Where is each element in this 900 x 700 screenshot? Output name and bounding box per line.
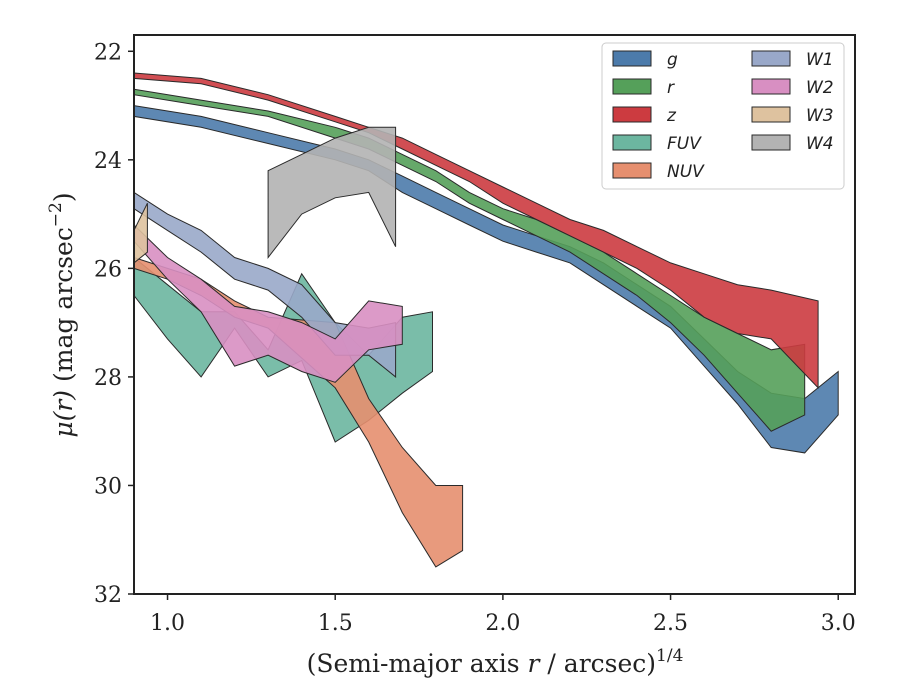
series-band-r xyxy=(133,88,806,432)
legend-swatch-nuv xyxy=(612,162,652,179)
y-tick-label: 32 xyxy=(94,583,122,608)
series-layer xyxy=(133,72,839,568)
y-axis-title: μ(r) (mag arcsec−2) xyxy=(46,192,78,437)
legend-swatch-fuv xyxy=(612,134,652,151)
axes-layer: 1.0 1.5 2.0 2.5 3.0 22 24 26 28 30 32 xyxy=(94,34,856,636)
legend-label-w2: W2 xyxy=(806,78,834,98)
legend-label-nuv: NUV xyxy=(667,162,705,182)
legend-swatch-w4 xyxy=(751,134,791,151)
legend-swatch-g xyxy=(612,50,652,67)
x-axis-title: (Semi-major axis r / arcsec)1/4 xyxy=(307,646,684,678)
y-tick-label: 22 xyxy=(94,40,122,65)
x-tick-label: 1.5 xyxy=(318,611,353,636)
legend-label-r: r xyxy=(667,78,675,98)
legend-swatch-w2 xyxy=(751,78,791,95)
legend-label-g: g xyxy=(667,50,678,70)
x-tick-label: 2.0 xyxy=(485,611,520,636)
legend-label-w4: W4 xyxy=(806,134,834,154)
legend-swatch-r xyxy=(612,78,652,95)
y-tick-label: 28 xyxy=(94,366,122,391)
series-band-z xyxy=(133,72,819,390)
legend-label-fuv: FUV xyxy=(667,134,702,154)
legend-swatch-w3 xyxy=(751,106,791,123)
series-band-w2 xyxy=(133,223,403,383)
y-tick-label: 26 xyxy=(94,257,122,282)
legend-label-w3: W3 xyxy=(806,106,834,126)
plot-frame xyxy=(133,34,856,595)
y-tick-label: 30 xyxy=(94,474,122,499)
legend-label-z: z xyxy=(666,106,677,126)
legend: grz FUV NUV W1 W2 W3 W4 xyxy=(601,42,845,190)
legend-swatch-z xyxy=(612,106,652,123)
x-tick-label: 2.5 xyxy=(653,611,688,636)
y-tick-label: 24 xyxy=(94,149,122,174)
legend-swatch-w1 xyxy=(751,50,791,67)
series-band-w4 xyxy=(267,126,397,259)
x-tick-label: 1.0 xyxy=(150,611,185,636)
legend-label-w1: W1 xyxy=(806,50,834,70)
x-tick-label: 3.0 xyxy=(821,611,856,636)
series-band-w1 xyxy=(133,191,397,378)
